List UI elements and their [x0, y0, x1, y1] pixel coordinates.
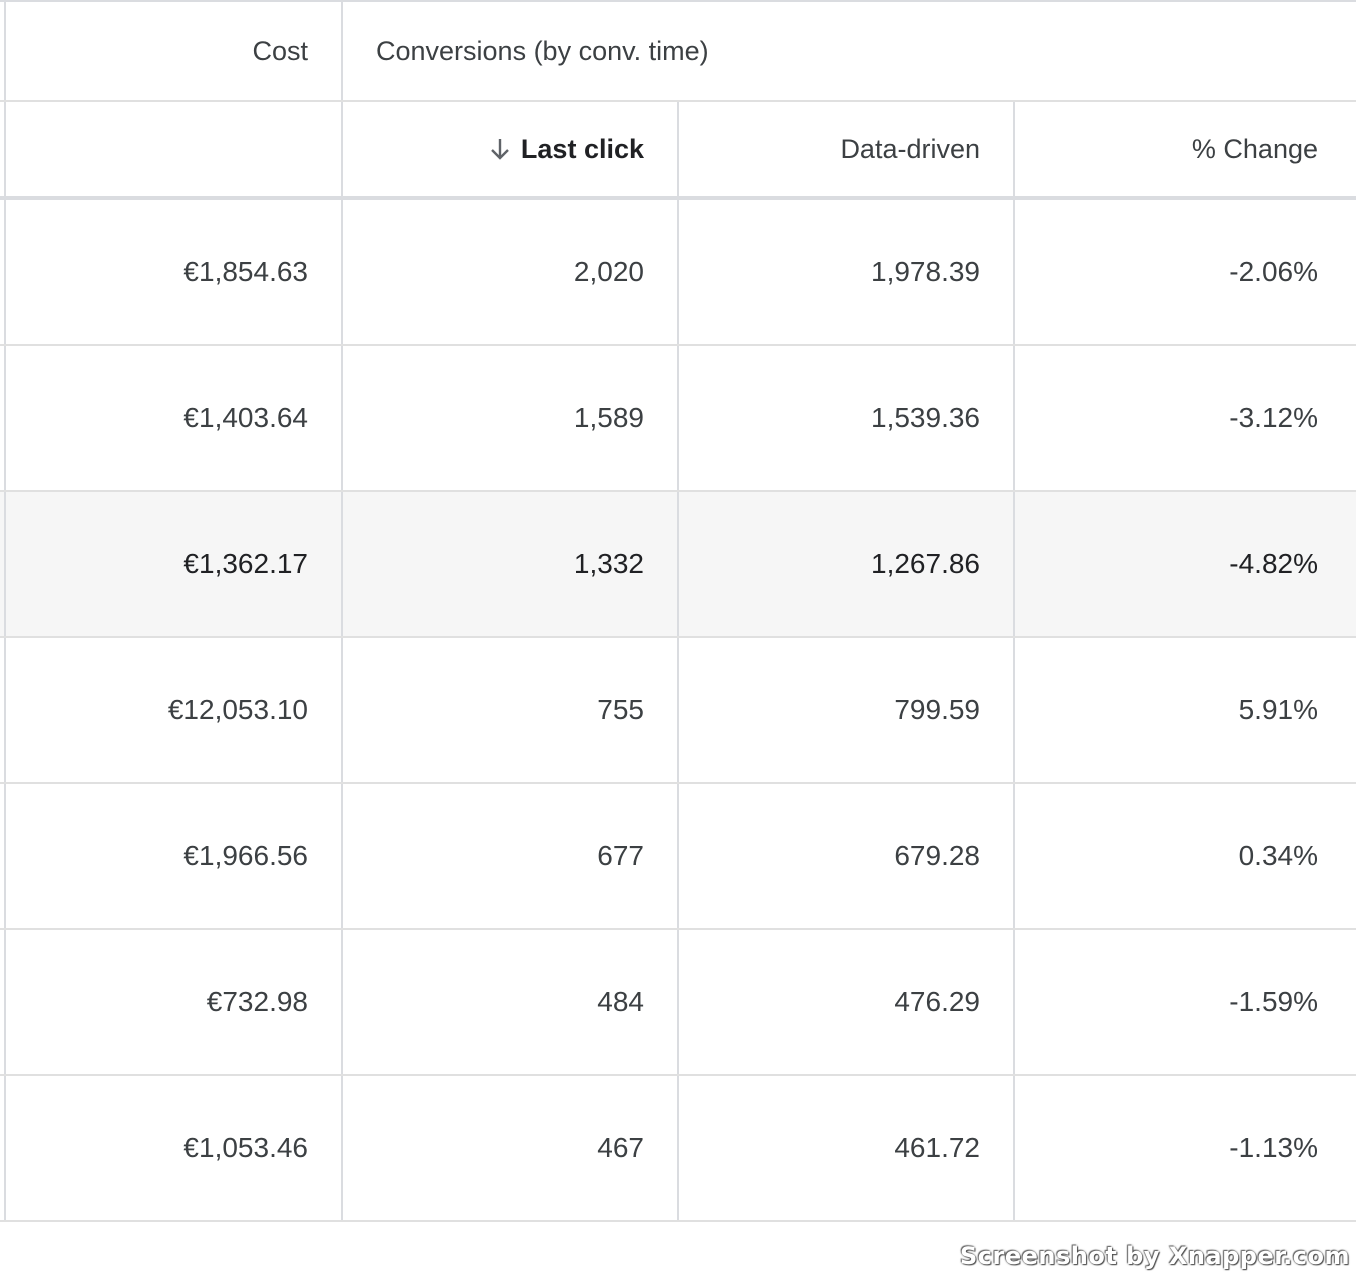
watermark: Screenshot by Xnapper.com	[959, 1242, 1350, 1270]
data-driven-cell-value: 1,978.39	[871, 256, 980, 287]
data-driven-cell-value: 1,267.86	[871, 548, 980, 579]
last-click-cell-value: 2,020	[573, 256, 644, 287]
cost-cell: €732.98	[6, 930, 343, 1074]
percent-change-cell-value: -1.13%	[1229, 1132, 1318, 1163]
column-header-last-click[interactable]: Last click	[343, 102, 679, 196]
cost-cell: €1,403.64	[6, 346, 343, 490]
arrow-down-icon	[489, 136, 511, 162]
row-selector-cell	[0, 638, 6, 782]
row-selector-cell	[0, 200, 6, 344]
cost-cell-value: €1,362.17	[183, 548, 308, 579]
last-click-cell: 677	[343, 784, 679, 928]
row-selector-cell	[0, 492, 6, 636]
data-driven-cell: 679.28	[679, 784, 1015, 928]
last-click-cell: 1,589	[343, 346, 679, 490]
data-driven-cell: 799.59	[679, 638, 1015, 782]
table-row[interactable]: €12,053.10 755 799.59 5.91%	[0, 638, 1356, 784]
row-selector-cell	[0, 930, 6, 1074]
table-body: €1,854.63 2,020 1,978.39 -2.06% €1,403.64 1,5…	[0, 200, 1356, 1222]
header-group-row: Cost Conversions (by conv. time)	[0, 0, 1356, 102]
table-row[interactable]: €1,854.63 2,020 1,978.39 -2.06%	[0, 200, 1356, 346]
data-driven-cell-value: 1,539.36	[871, 402, 980, 433]
column-header-data-driven[interactable]: Data-driven	[679, 102, 1015, 196]
last-click-cell-value: 677	[597, 840, 644, 871]
cost-cell: €1,854.63	[6, 200, 343, 344]
cost-cell-value: €1,403.64	[183, 402, 308, 433]
last-click-cell-value: 467	[597, 1132, 644, 1163]
percent-change-cell-value: -2.06%	[1229, 256, 1318, 287]
row-selector-cell	[0, 346, 6, 490]
data-driven-cell: 1,539.36	[679, 346, 1015, 490]
table-row[interactable]: €1,053.46 467 461.72 -1.13%	[0, 1076, 1356, 1222]
cost-cell: €1,362.17	[6, 492, 343, 636]
table-row[interactable]: €1,403.64 1,589 1,539.36 -3.12%	[0, 346, 1356, 492]
cost-cell: €1,966.56	[6, 784, 343, 928]
column-header-cost-blank	[6, 102, 343, 196]
percent-change-cell-value: -3.12%	[1229, 402, 1318, 433]
cost-cell-value: €732.98	[206, 986, 308, 1017]
cost-cell-value: €1,053.46	[183, 1132, 308, 1163]
column-group-conversions-label: Conversions (by conv. time)	[376, 35, 709, 66]
percent-change-cell: 0.34%	[1015, 784, 1356, 928]
header-sub-row: Last click Data-driven % Change	[0, 102, 1356, 200]
column-header-percent-change-label: % Change	[1191, 133, 1318, 164]
percent-change-cell-value: -4.82%	[1229, 548, 1318, 579]
cost-cell: €1,053.46	[6, 1076, 343, 1220]
table-row[interactable]: €1,362.17 1,332 1,267.86 -4.82%	[0, 492, 1356, 638]
percent-change-cell-value: 5.91%	[1238, 694, 1318, 725]
data-driven-cell-value: 461.72	[894, 1132, 980, 1163]
cost-cell-value: €1,854.63	[183, 256, 308, 287]
percent-change-cell: 5.91%	[1015, 638, 1356, 782]
data-driven-cell: 1,978.39	[679, 200, 1015, 344]
percent-change-cell-value: -1.59%	[1229, 986, 1318, 1017]
last-click-cell: 1,332	[343, 492, 679, 636]
last-click-cell: 484	[343, 930, 679, 1074]
last-click-cell: 2,020	[343, 200, 679, 344]
column-header-cost-label: Cost	[252, 35, 308, 66]
percent-change-cell: -3.12%	[1015, 346, 1356, 490]
percent-change-cell: -1.59%	[1015, 930, 1356, 1074]
last-click-cell-value: 755	[597, 694, 644, 725]
row-selector-cell	[0, 1076, 6, 1220]
percent-change-cell-value: 0.34%	[1238, 840, 1318, 871]
column-header-cost[interactable]: Cost	[6, 2, 343, 100]
row-selector-cell	[0, 784, 6, 928]
cost-cell-value: €1,966.56	[183, 840, 308, 871]
column-header-percent-change[interactable]: % Change	[1015, 102, 1356, 196]
column-header-last-click-label: Last click	[520, 133, 644, 164]
last-click-cell: 467	[343, 1076, 679, 1220]
last-click-cell: 755	[343, 638, 679, 782]
data-driven-cell: 476.29	[679, 930, 1015, 1074]
last-click-cell-value: 484	[597, 986, 644, 1017]
cost-cell-value: €12,053.10	[167, 694, 308, 725]
column-group-conversions: Conversions (by conv. time)	[343, 2, 1356, 100]
last-click-cell-value: 1,332	[573, 548, 644, 579]
row-selector-column	[0, 2, 6, 100]
table-row[interactable]: €1,966.56 677 679.28 0.34%	[0, 784, 1356, 930]
column-header-data-driven-label: Data-driven	[840, 133, 980, 164]
data-driven-cell-value: 476.29	[894, 986, 980, 1017]
table-row[interactable]: €732.98 484 476.29 -1.59%	[0, 930, 1356, 1076]
percent-change-cell: -2.06%	[1015, 200, 1356, 344]
data-driven-cell-value: 679.28	[894, 840, 980, 871]
data-driven-cell: 1,267.86	[679, 492, 1015, 636]
row-selector-column	[0, 102, 6, 196]
cost-cell: €12,053.10	[6, 638, 343, 782]
data-driven-cell: 461.72	[679, 1076, 1015, 1220]
percent-change-cell: -4.82%	[1015, 492, 1356, 636]
data-driven-cell-value: 799.59	[894, 694, 980, 725]
conversions-table: Cost Conversions (by conv. time) Last cl…	[0, 0, 1356, 1222]
percent-change-cell: -1.13%	[1015, 1076, 1356, 1220]
last-click-cell-value: 1,589	[573, 402, 644, 433]
